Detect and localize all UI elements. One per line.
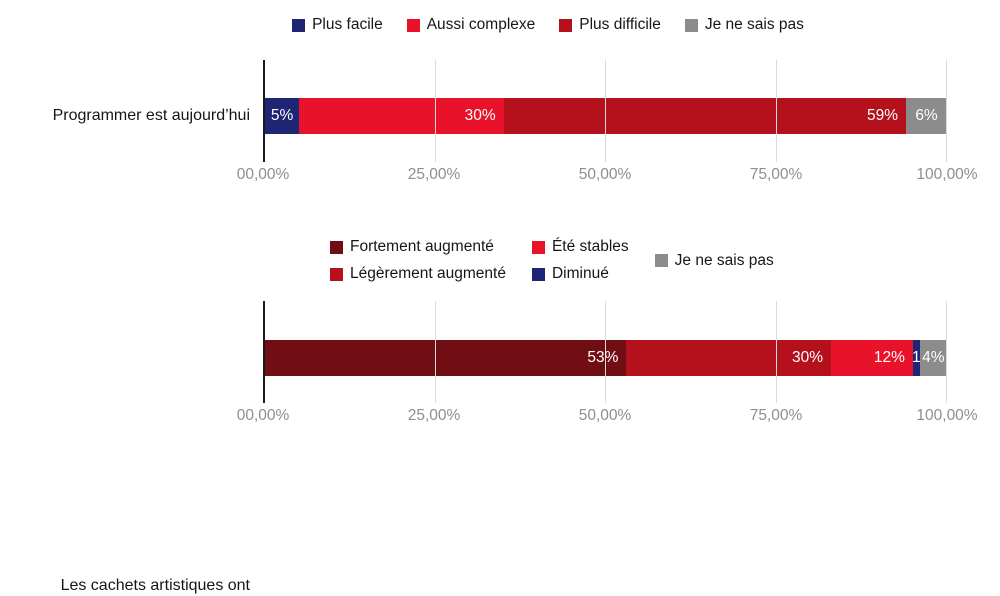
legend-item: Je ne sais pas [684,16,804,34]
legend-swatch-icon [406,18,420,32]
x-axis-tick-label: 50,00% [578,407,632,424]
legend-swatch-icon [559,18,573,32]
x-axis: 00,00% 25,00% 50,00% 75,00% 100,00% [237,407,978,427]
bar-segment-value-label: 30% [464,107,496,124]
gridline [775,60,777,162]
legend: Plus facile Aussi complexe Plus difficile J… [0,16,1000,34]
legend-item: Été stables [531,238,629,256]
bar-segment-value-label: 53% [587,349,619,366]
bar-segment-value-label: 4% [922,349,945,366]
bar-segment-value-label: 59% [867,107,899,124]
plot-area: 5% 30% 59% 6% [263,60,947,162]
legend-swatch-icon [330,267,343,281]
category-label: Programmer est aujourd’hui [52,107,250,124]
legend-swatch-icon [330,240,343,254]
legend-label: Légèrement augmenté [350,265,506,282]
legend-column: Été stables Diminué [531,238,629,283]
legend-label: Été stables [551,238,629,255]
legend-column: Fortement augmenté Légèrement augmenté [330,238,506,283]
legend-swatch-icon [654,254,668,267]
x-axis-tick-label: 50,00% [578,166,632,183]
legend-swatch-icon [531,267,545,281]
legend: Fortement augmenté Légèrement augmenté Été… [330,238,774,283]
legend-label: Aussi complexe [426,16,536,33]
bar-segment-value-label: 12% [873,349,905,366]
legend-label: Plus difficile [579,16,661,33]
bar-segment: 5% [265,98,300,134]
bar-segment-value-label: 5% [270,107,294,124]
legend-label: Fortement augmenté [350,238,494,255]
bar-segment: 12% [831,340,913,376]
gridline [946,60,947,162]
x-axis-tick-label: 25,00% [407,407,461,424]
legend-label: Plus facile [312,16,383,33]
plot-area: 53% 30% 12% 1 4% [263,301,947,403]
stacked-bar: 5% 30% 59% 6% [265,98,947,134]
legend-item: Diminué [531,265,629,283]
bar-segment-value-label: 6% [915,107,938,124]
x-axis: 00,00% 25,00% 50,00% 75,00% 100,00% [237,166,978,186]
legend-label: Je ne sais pas [674,251,774,269]
legend-item: Plus difficile [559,16,661,34]
bar-segment: 1 [911,340,921,376]
bar-segment-value-label: 1 [911,349,921,366]
gridline [946,301,947,403]
stacked-bar: 53% 30% 12% 1 4% [265,340,947,376]
x-axis-tick-label: 00,00% [236,407,290,424]
chart-les-cachets-artistiques: Fortement augmenté Légèrement augmenté Été… [0,228,1000,594]
legend-column: Je ne sais pas [654,238,774,283]
legend-swatch-icon [684,18,698,32]
legend-swatch-icon [292,18,306,32]
gridline [434,301,436,403]
x-axis-tick-label: 100,00% [916,166,978,183]
bar-segment: 6% [906,98,947,134]
legend-item: Légèrement augmenté [330,265,506,283]
legend-label: Diminué [551,265,609,282]
gridline [605,60,606,162]
x-axis-tick-label: 100,00% [916,407,978,424]
x-axis-tick-label: 25,00% [407,166,461,183]
gridline [775,301,777,403]
bar-segment: 53% [265,340,627,376]
x-axis-tick-label: 00,00% [236,166,290,183]
legend-label: Je ne sais pas [704,16,804,33]
bar-segment: 30% [626,340,832,376]
x-axis-tick-label: 75,00% [749,407,803,424]
legend-swatch-icon [531,240,545,254]
legend-item: Plus facile [292,16,383,34]
gridline [434,60,436,162]
legend-item: Fortement augmenté [330,238,506,256]
chart-programmer-est-aujourdhui: Plus facile Aussi complexe Plus difficile J… [0,0,1000,210]
category-label: Les cachets artistiques ont [60,577,250,594]
bar-segment: 30% [299,98,504,134]
bar-segment: 4% [919,340,947,376]
legend-item: Je ne sais pas [654,251,774,270]
bar-segment: 59% [503,98,907,134]
bar-segment-value-label: 30% [792,349,824,366]
x-axis-tick-label: 75,00% [749,166,803,183]
gridline [605,301,606,403]
legend-item: Aussi complexe [406,16,536,34]
